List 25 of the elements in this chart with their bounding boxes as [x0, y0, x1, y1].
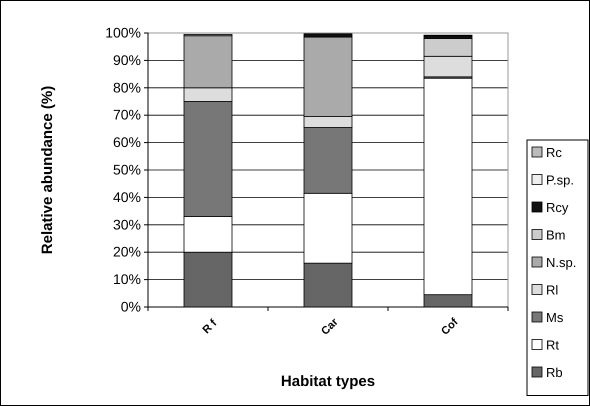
legend-label: Rb — [546, 365, 563, 380]
y-tick-label: 80% — [112, 79, 141, 96]
y-tick-label: 10% — [112, 271, 141, 288]
legend-label: Rc — [546, 145, 562, 160]
legend-label: Bm — [546, 228, 566, 242]
legend-label: Rl — [546, 282, 558, 298]
x-tick-label: Car — [319, 316, 342, 338]
legend-label: N.sp. — [546, 255, 576, 270]
y-tick-label: 90% — [112, 52, 141, 68]
y-tick-label: 20% — [112, 244, 141, 260]
y-tick-label: 60% — [112, 134, 141, 150]
y-axis-title: Relative abundance (%) — [39, 86, 56, 254]
y-tick-label: 40% — [112, 188, 141, 205]
x-tick-label: R f — [200, 317, 220, 336]
legend-label: Rcy — [546, 200, 569, 215]
legend-label: Ms — [546, 310, 564, 325]
legend-label: Rt — [546, 338, 560, 352]
x-axis-title: Habitat types — [280, 373, 376, 390]
x-tick-label: Cof — [439, 316, 461, 338]
y-tick-label: 30% — [112, 216, 141, 232]
y-tick-label: 100% — [105, 24, 141, 40]
y-tick-label: 0% — [120, 298, 141, 314]
y-tick-label: 70% — [112, 106, 141, 123]
y-tick-label: 50% — [112, 161, 141, 178]
legend-label: P.sp. — [546, 172, 574, 188]
